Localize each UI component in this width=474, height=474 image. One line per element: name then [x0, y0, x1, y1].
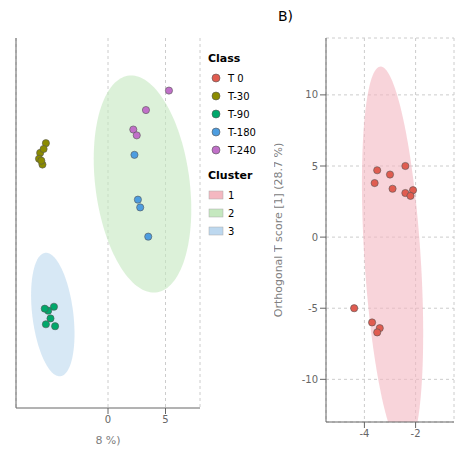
- html-text:1: 1: [228, 189, 235, 201]
- html-text:Cluster: Cluster: [208, 169, 253, 182]
- svg-text:0: 0: [105, 414, 111, 425]
- html-text:Class: Class: [208, 52, 241, 65]
- svg-text:-10: -10: [302, 374, 318, 385]
- svg-text:Orthogonal T score [1] (28.7 %: Orthogonal T score [1] (28.7 %): [274, 143, 285, 318]
- svg-text:5: 5: [312, 161, 318, 172]
- html-text:T-30: T-30: [228, 90, 250, 102]
- html-text:B): B): [278, 8, 294, 24]
- html-text:T 0: T 0: [228, 72, 244, 84]
- svg-text:-2: -2: [411, 428, 421, 439]
- svg-text:5: 5: [162, 414, 168, 425]
- svg-text:-4: -4: [359, 428, 369, 439]
- html-text:T-180: T-180: [228, 126, 256, 138]
- html-text:T-240: T-240: [228, 144, 256, 156]
- svg-text:10: 10: [305, 89, 318, 100]
- html-text:3: 3: [228, 225, 235, 237]
- svg-text:0: 0: [312, 232, 318, 243]
- html-text:2: 2: [228, 207, 235, 219]
- html-text:T-90: T-90: [228, 108, 250, 120]
- svg-text:-5: -5: [308, 303, 318, 314]
- svg-text:8 %): 8 %): [95, 434, 120, 447]
